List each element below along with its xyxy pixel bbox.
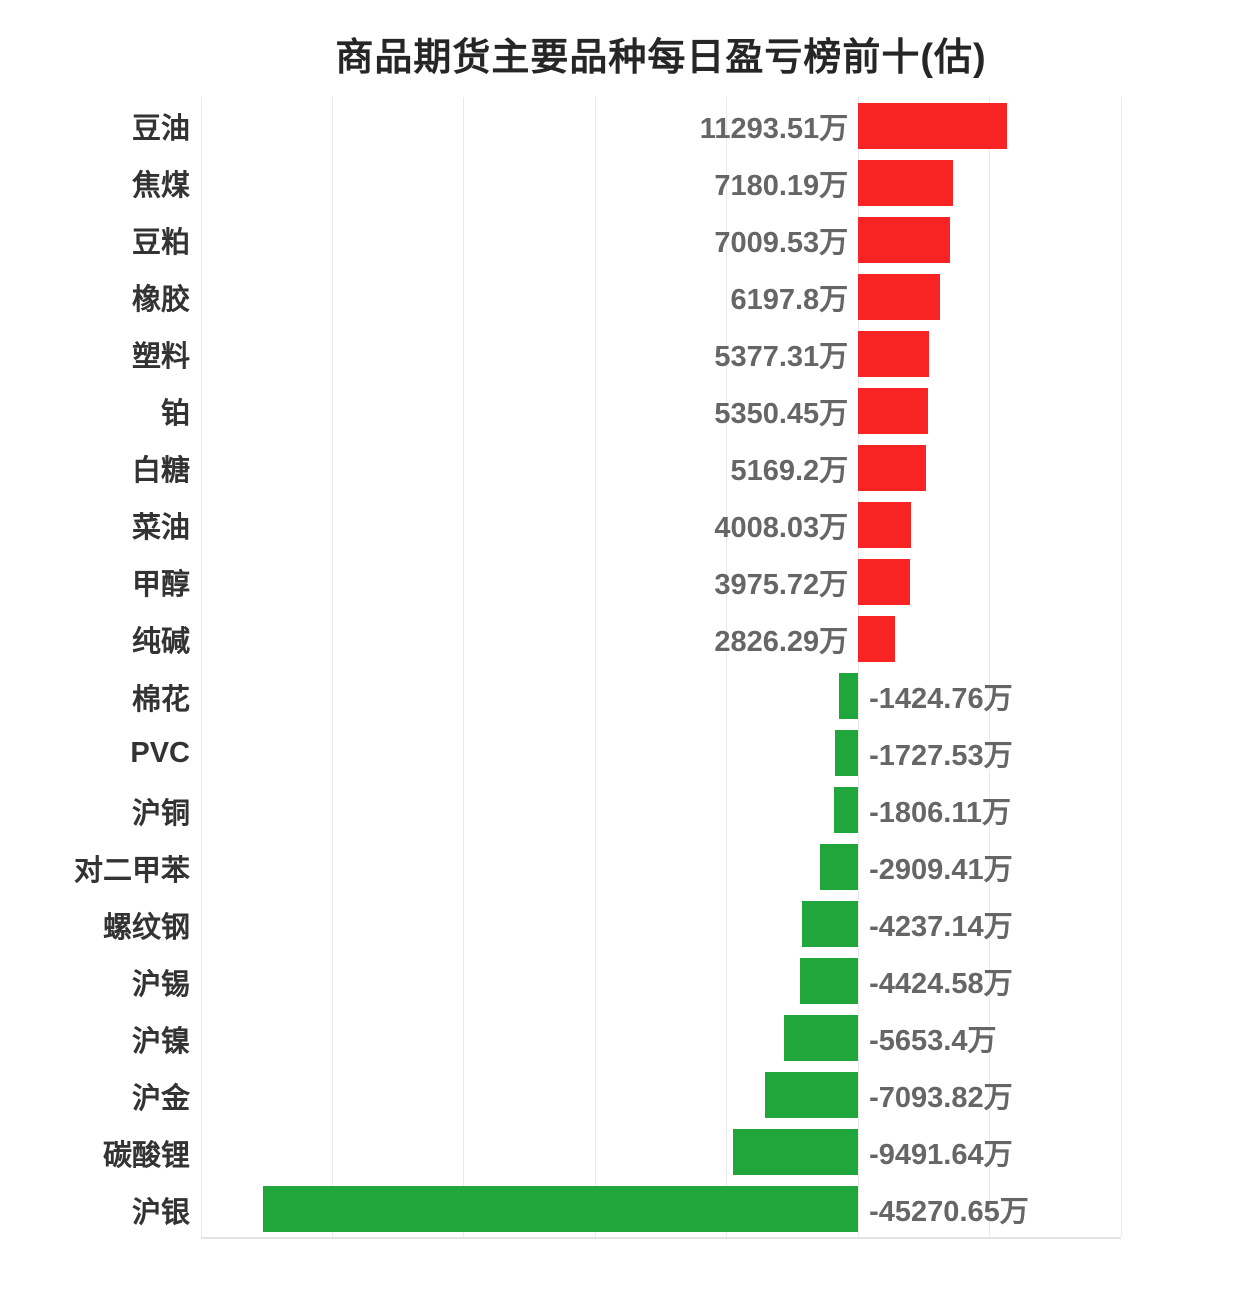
- value-label: 4008.03万: [714, 511, 849, 544]
- category-label: 白糖: [131, 455, 190, 488]
- value-bar: [733, 1128, 859, 1175]
- value-bar: [858, 216, 951, 263]
- value-bar: [858, 273, 940, 320]
- grid-line: [594, 97, 596, 1237]
- value-bar: [802, 900, 859, 947]
- value-label: 2826.29万: [714, 625, 849, 658]
- value-label: 11293.51万: [699, 112, 849, 145]
- chart-title: 商品期货主要品种每日盈亏榜前十(估): [335, 37, 987, 79]
- grid-line: [726, 97, 728, 1237]
- value-bar: [839, 672, 859, 719]
- value-label: -1806.11万: [869, 796, 1012, 829]
- category-label: 对二甲苯: [73, 854, 190, 887]
- category-label: 甲醇: [131, 569, 190, 602]
- category-label: 塑料: [131, 340, 190, 373]
- value-label: -7093.82万: [869, 1081, 1013, 1114]
- value-bar: [858, 330, 929, 377]
- category-axis: 豆油焦煤豆粕橡胶塑料铂白糖菜油甲醇纯碱棉花 PVC 沪铜对二甲苯螺纹钢沪锡沪镍沪金碳…: [0, 97, 190, 1239]
- value-bar: [835, 729, 859, 776]
- value-bar: [858, 387, 929, 434]
- category-label: 焦煤: [131, 169, 190, 202]
- category-label: 沪镍: [131, 1026, 190, 1059]
- category-label: 豆油: [131, 112, 190, 145]
- grid-line: [463, 97, 465, 1237]
- category-label: 螺纹钢: [102, 911, 190, 944]
- value-label: 3975.72万: [714, 568, 849, 601]
- category-label: 碳酸锂: [102, 1140, 190, 1173]
- grid-line: [331, 97, 333, 1237]
- category-label: 沪铜: [131, 797, 190, 830]
- category-label: 沪锡: [131, 969, 190, 1002]
- value-label: 5169.2万: [730, 454, 849, 487]
- grid-line: [1120, 97, 1122, 1237]
- grid-line: [857, 97, 859, 1237]
- value-label: -4237.14万: [869, 910, 1013, 943]
- value-bar: [834, 786, 859, 833]
- value-bar: [858, 501, 911, 548]
- value-label: 6197.8万: [730, 283, 849, 316]
- grid-line: [989, 97, 991, 1237]
- value-bar: [858, 102, 1007, 149]
- value-label: 7180.19万: [714, 169, 849, 202]
- category-label: 纯碱: [131, 626, 190, 659]
- value-bar: [819, 843, 859, 890]
- category-label: 铂: [160, 398, 190, 431]
- value-label: 7009.53万: [714, 226, 849, 259]
- value-label: -4424.58万: [869, 967, 1013, 1000]
- value-bar: [799, 957, 859, 1004]
- value-bar: [858, 615, 896, 662]
- plot-area: 11293.51万 7180.19万 7009.53万 6197.8万 5377.31万…: [200, 97, 1122, 1239]
- value-label: -2909.41万: [869, 853, 1013, 886]
- value-label: -45270.65万: [869, 1195, 1029, 1228]
- category-label: 棉花: [131, 683, 190, 716]
- category-label: 菜油: [131, 512, 190, 545]
- category-label: 豆粕: [131, 226, 190, 259]
- value-label: -1424.76万: [869, 682, 1013, 715]
- value-label: 5350.45万: [714, 397, 849, 430]
- value-bar: [858, 558, 911, 605]
- value-bar: [858, 159, 953, 206]
- category-label: 橡胶: [131, 283, 190, 316]
- value-label: -1727.53万: [869, 739, 1013, 772]
- value-label: 5377.31万: [714, 340, 849, 373]
- value-bar: [263, 1185, 859, 1232]
- value-bar: [858, 444, 927, 491]
- value-bar: [783, 1014, 859, 1061]
- value-label: -5653.4万: [869, 1024, 997, 1057]
- category-label: PVC: [130, 737, 190, 770]
- value-label: -9491.64万: [869, 1138, 1013, 1171]
- category-label: 沪银: [131, 1197, 190, 1230]
- category-label: 沪金: [131, 1083, 190, 1116]
- value-bar: [764, 1071, 859, 1118]
- grid-line: [200, 97, 202, 1237]
